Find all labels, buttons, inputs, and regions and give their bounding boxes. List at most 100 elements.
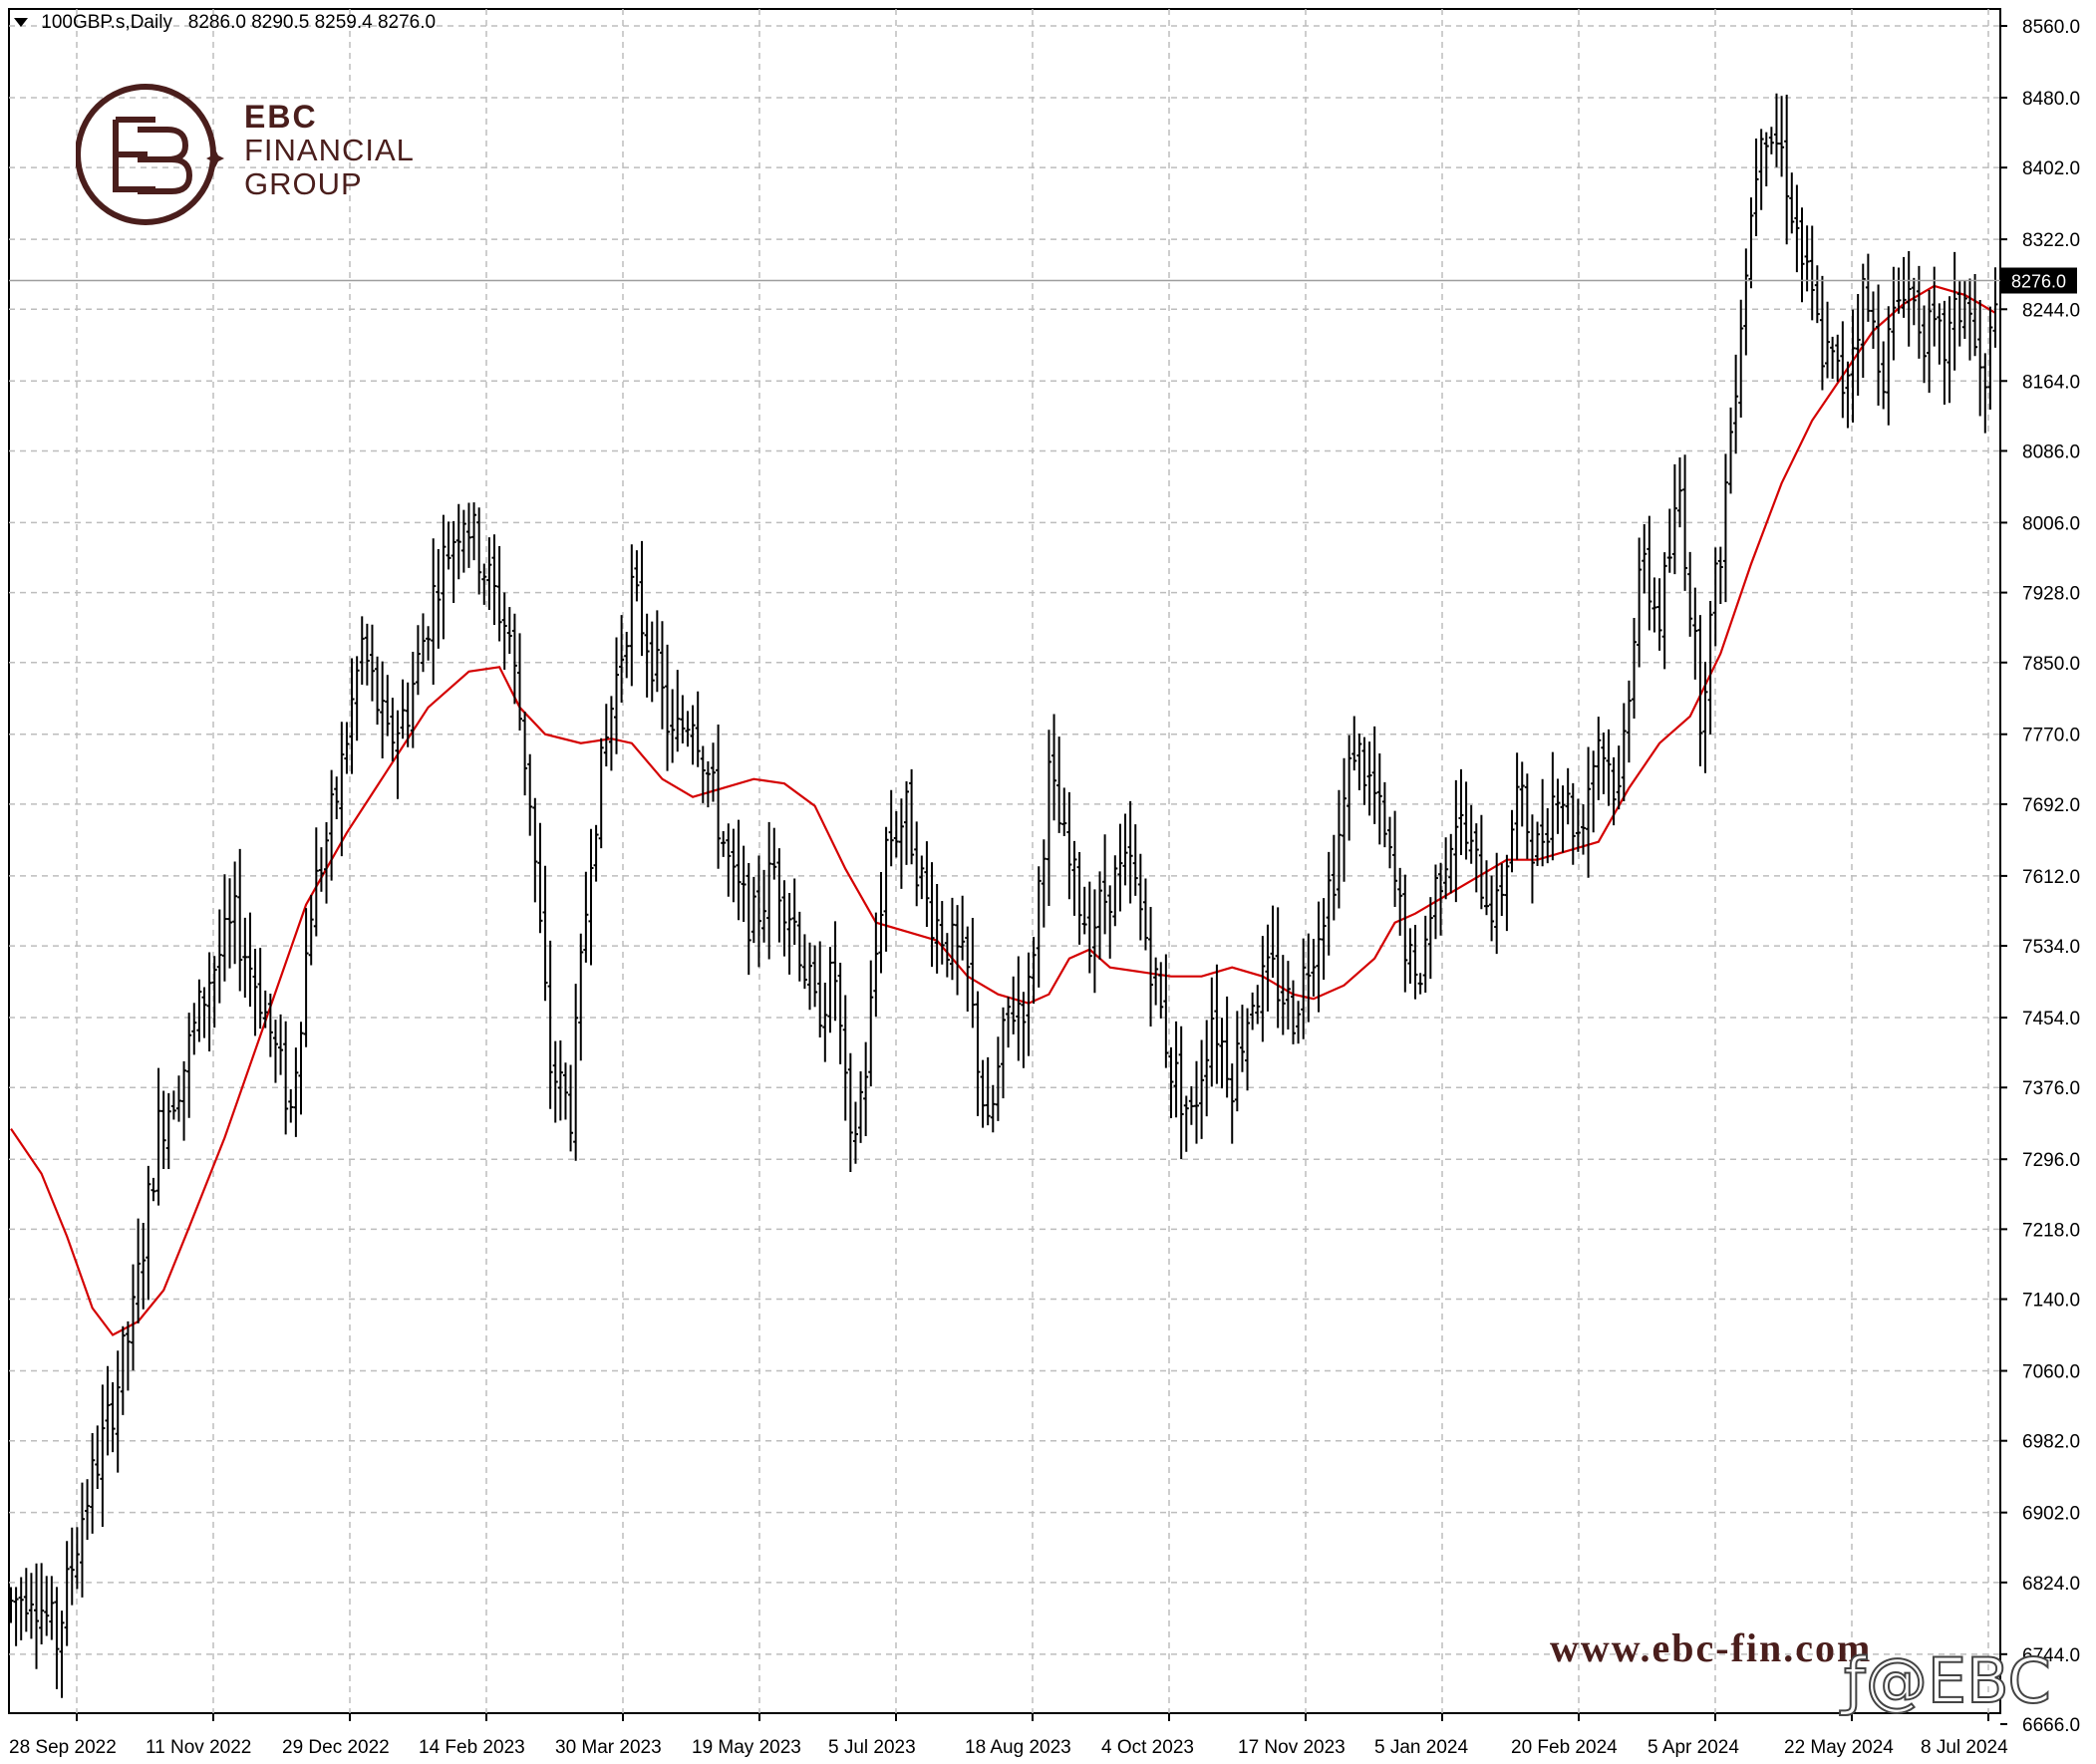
- price-bar: [675, 670, 681, 752]
- price-bar: [960, 895, 966, 961]
- x-tick-label: 22 May 2024: [1784, 1737, 1894, 1758]
- price-bar: [1245, 1008, 1251, 1091]
- price-bar: [1489, 875, 1495, 942]
- price-bar: [201, 987, 207, 1038]
- price-bar: [349, 658, 355, 774]
- price-bar: [1906, 251, 1912, 347]
- price-bar: [644, 613, 650, 698]
- price-bar: [1768, 127, 1774, 154]
- symbol-info-bar[interactable]: 100GBP.s,Daily 8286.0 8290.5 8259.4 8276…: [14, 12, 436, 34]
- price-bar: [517, 633, 523, 731]
- price-bar: [1591, 750, 1597, 833]
- price-bar: [1942, 300, 1947, 405]
- price-bar: [1148, 906, 1154, 1027]
- price-bar: [410, 652, 416, 748]
- price-bar: [868, 960, 874, 1087]
- price-bar: [115, 1350, 121, 1473]
- price-bar: [18, 1577, 24, 1640]
- price-bar: [1524, 773, 1530, 859]
- price-bar: [700, 745, 706, 803]
- price-bar: [1366, 741, 1372, 816]
- price-bar: [1946, 296, 1952, 404]
- price-bar: [593, 824, 599, 882]
- social-handle: ƒ@EBC: [1843, 1643, 2052, 1718]
- price-bar: [1860, 263, 1866, 379]
- price-bar: [888, 789, 894, 867]
- price-bar: [1911, 277, 1917, 326]
- price-bar: [298, 1022, 304, 1115]
- website-watermark: www.ebc-fin.com: [1550, 1625, 1873, 1670]
- y-tick-label: 7534.0: [2022, 937, 2080, 958]
- price-bar: [1016, 956, 1022, 1061]
- price-bar: [49, 1576, 55, 1640]
- price-bar: [842, 995, 848, 1121]
- price-bar: [807, 942, 813, 1011]
- price-bar: [1255, 985, 1261, 1025]
- price-bar: [141, 1223, 147, 1310]
- price-bar: [721, 830, 727, 857]
- x-tick-label: 30 Mar 2023: [555, 1737, 662, 1758]
- price-bar: [23, 1568, 29, 1632]
- price-bar: [1443, 837, 1449, 900]
- price-bars: [8, 93, 1998, 1698]
- x-tick-label: 14 Feb 2023: [419, 1737, 525, 1758]
- price-bar: [1545, 807, 1551, 864]
- moving-average-line: [10, 284, 1996, 1336]
- price-bar: [975, 991, 981, 1116]
- price-bar: [1575, 798, 1581, 852]
- y-tick-label: 6824.0: [2022, 1574, 2080, 1595]
- x-tick-label: 17 Nov 2023: [1238, 1737, 1346, 1758]
- price-bar: [400, 679, 406, 739]
- price-bar: [278, 1014, 284, 1075]
- price-bar: [486, 537, 492, 610]
- price-bar: [1987, 306, 1993, 411]
- dropdown-arrow-icon[interactable]: [14, 18, 28, 28]
- price-bar: [1127, 800, 1133, 904]
- price-bar: [588, 828, 594, 966]
- price-bar: [1560, 785, 1566, 853]
- price-bar: [649, 621, 655, 703]
- price-bar: [1463, 781, 1469, 860]
- price-bar: [1494, 852, 1500, 955]
- x-tick-label: 8 Jul 2024: [1921, 1737, 2008, 1758]
- price-bar: [552, 1040, 558, 1123]
- price-bar: [898, 798, 904, 889]
- price-bar: [1855, 293, 1861, 397]
- x-tick-label: 18 Aug 2023: [965, 1737, 1071, 1758]
- x-tick-label: 5 Jan 2024: [1374, 1737, 1468, 1758]
- y-tick-label: 7296.0: [2022, 1150, 2080, 1171]
- price-bar: [303, 908, 309, 1047]
- price-bar: [1896, 267, 1902, 314]
- price-bar: [863, 1041, 869, 1137]
- price-bar: [832, 921, 838, 1022]
- price-bar: [1142, 878, 1148, 951]
- price-bar: [949, 897, 955, 981]
- price-bar: [460, 509, 466, 573]
- price-bar: [547, 940, 553, 1109]
- price-bar: [1453, 779, 1459, 903]
- price-bar: [1550, 751, 1556, 861]
- price-bar: [878, 872, 884, 974]
- price-bar: [1347, 735, 1352, 841]
- price-bar: [288, 1088, 294, 1123]
- x-axis: 28 Sep 2022 11 Nov 2022 29 Dec 2022 14 Feb …: [9, 1713, 2008, 1758]
- price-bar: [1468, 804, 1474, 864]
- price-bar: [1661, 552, 1667, 670]
- y-tick-label: 7850.0: [2022, 654, 2080, 675]
- price-bar: [608, 696, 614, 771]
- price-bar: [873, 912, 879, 1018]
- price-bar: [639, 540, 645, 657]
- price-bar: [1626, 680, 1632, 763]
- price-bar: [1006, 997, 1012, 1048]
- price-bar: [1199, 1039, 1205, 1139]
- y-tick-label: 7454.0: [2022, 1009, 2080, 1029]
- price-bar: [1351, 716, 1357, 771]
- price-bar: [1229, 1063, 1235, 1144]
- price-bar: [54, 1587, 60, 1689]
- price-bar: [1026, 952, 1032, 1056]
- price-bar: [1173, 1021, 1179, 1118]
- price-bar: [1509, 809, 1515, 873]
- price-bar: [186, 1013, 192, 1118]
- price-bar: [1830, 336, 1836, 380]
- price-bar: [1316, 901, 1322, 1013]
